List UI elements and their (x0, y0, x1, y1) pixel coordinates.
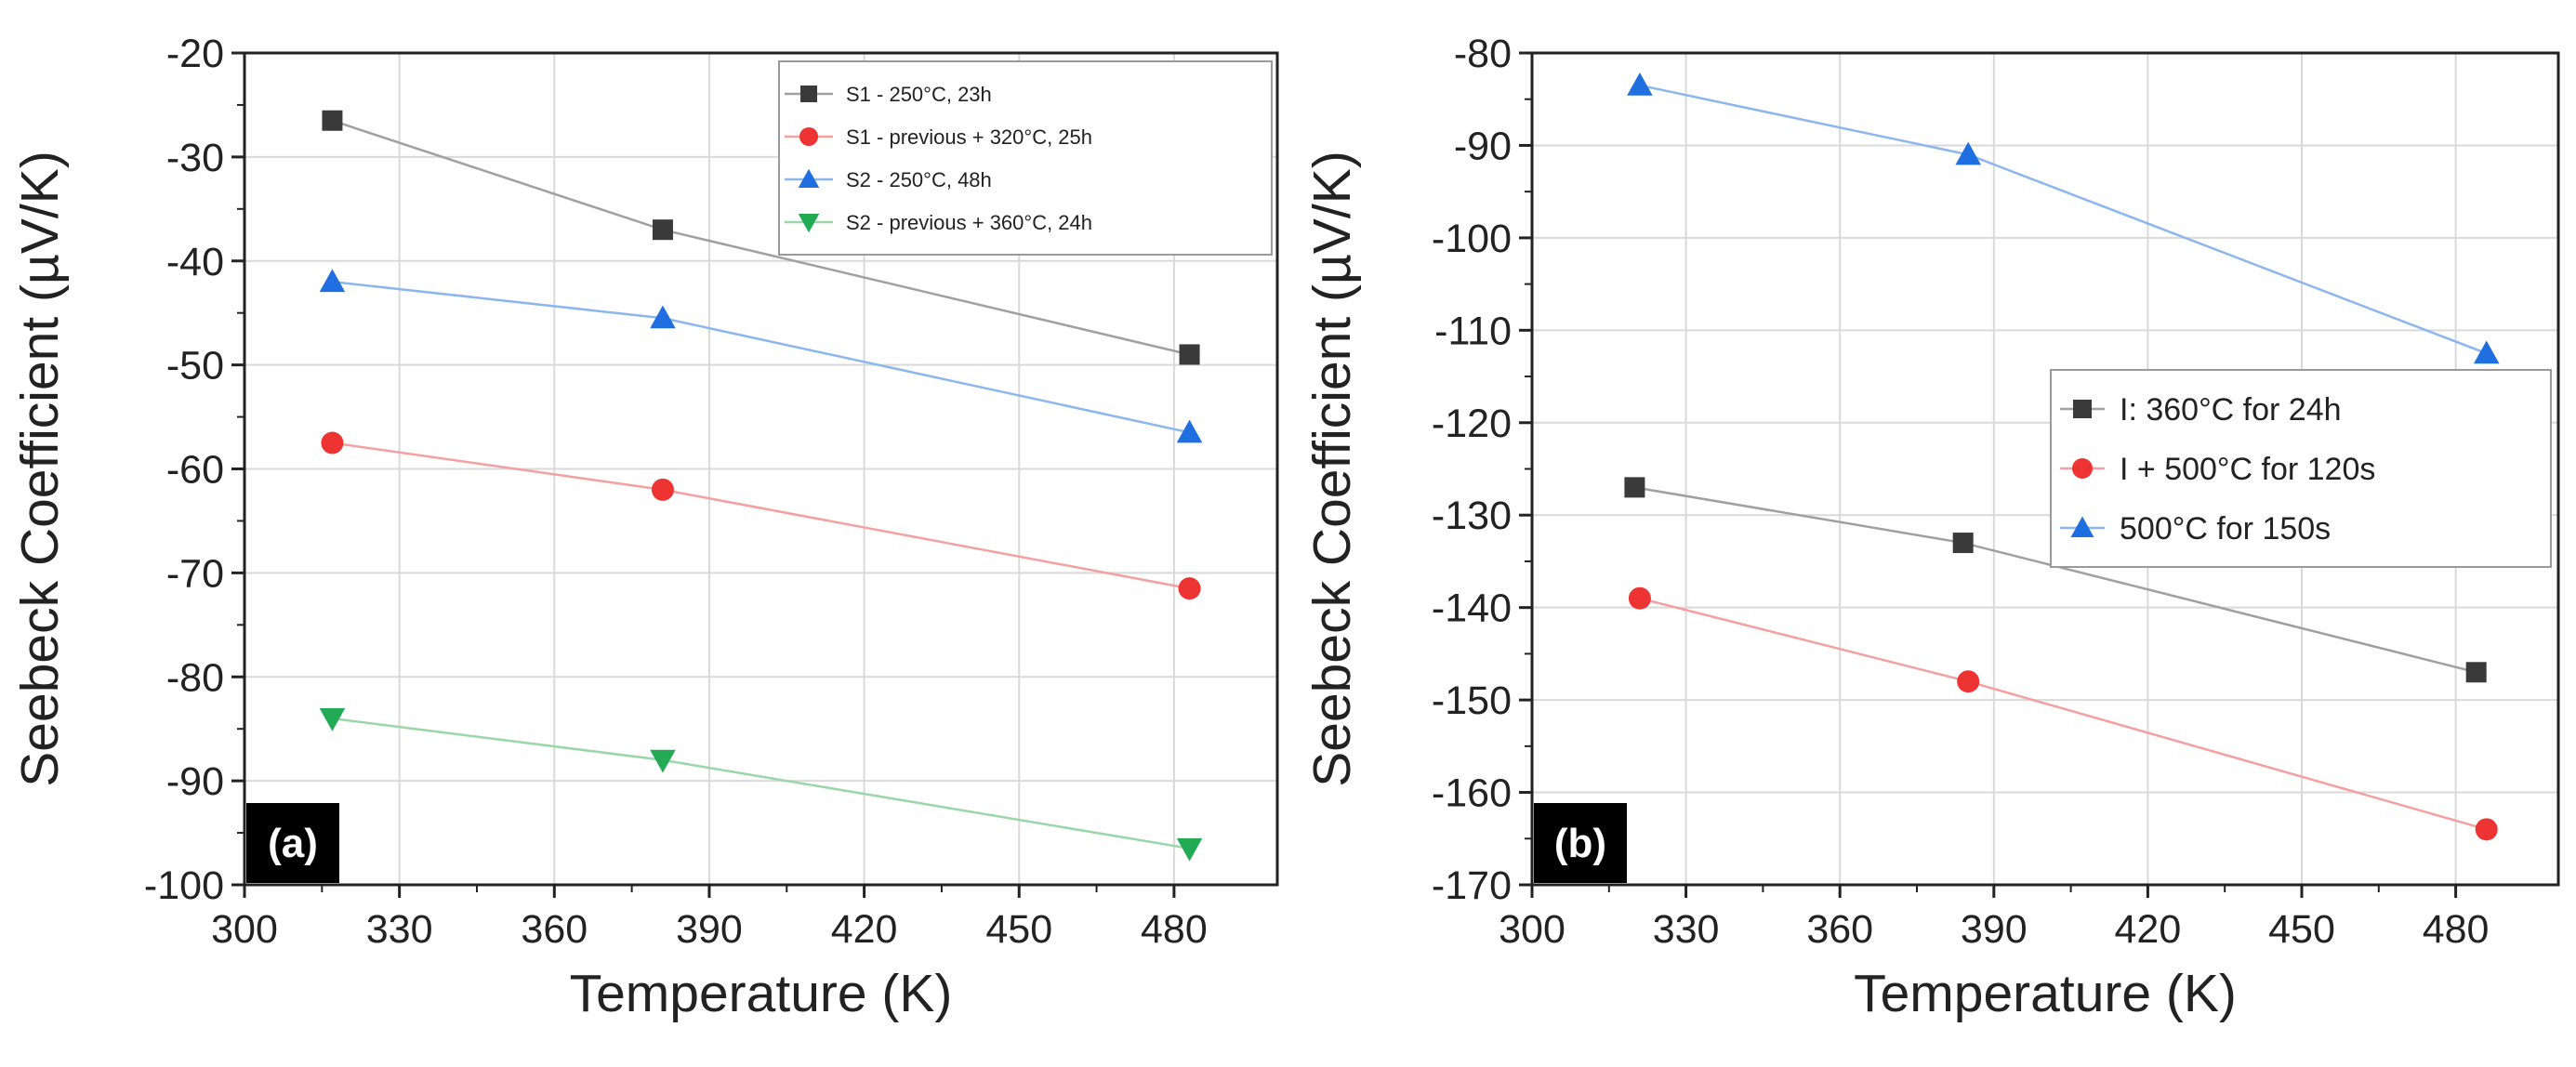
data-point (1176, 419, 1203, 443)
x-tick-label: 300 (1499, 907, 1565, 952)
legend-label: I: 360°C for 24h (2120, 392, 2342, 428)
data-point (1179, 344, 1200, 365)
x-tick-label: 390 (1961, 907, 2028, 952)
legend-marker (798, 168, 820, 188)
x-tick-label: 330 (366, 907, 433, 952)
chart-panel-a: 300 330 360 390 420 450 480 -20 -30 -40 -50 -60 -70 -… (10, 32, 1279, 1023)
series-line-3 (332, 280, 1190, 434)
data-point (1952, 533, 1974, 554)
data-point (651, 478, 674, 501)
y-tick-label: -170 (1432, 863, 1512, 908)
legend-marker (2070, 516, 2094, 537)
y-tick-label: -80 (166, 655, 224, 700)
data-point (319, 708, 346, 731)
y-tick-label: -160 (1432, 771, 1512, 816)
panel-label: (b) (1554, 821, 1606, 866)
legend-box (2050, 369, 2552, 568)
data-point (319, 269, 346, 293)
y-tick-label: -120 (1432, 402, 1512, 446)
series-line-4 (332, 717, 1190, 850)
data-point (321, 431, 344, 454)
panel-label: (a) (268, 821, 318, 866)
y-tick-label: -100 (1432, 217, 1512, 261)
legend: S1 - 250°C, 23h S1 - previous + 320°C, 25… (778, 60, 1273, 256)
data-point (650, 749, 676, 773)
data-point (1627, 72, 1653, 96)
legend: I: 360°C for 24h I + 500°C for 120s 500°C … (2050, 369, 2552, 568)
series-line-2 (1639, 597, 2488, 831)
x-tick-label: 480 (2423, 907, 2490, 952)
y-axis-title: Seebeck Coefficient (µV/K) (1302, 151, 1362, 786)
data-point (1176, 837, 1203, 862)
legend-marker (2073, 400, 2092, 418)
x-tick-label: 480 (1141, 907, 1208, 952)
x-tick-label: 420 (831, 907, 898, 952)
series-line-2 (332, 441, 1190, 590)
y-tick-label: -150 (1432, 678, 1512, 723)
y-tick-label: -90 (166, 759, 224, 804)
data-point (650, 305, 676, 329)
y-tick-label: -40 (166, 240, 224, 284)
x-axis-title: Temperature (K) (1854, 964, 2237, 1023)
data-point (1624, 477, 1645, 498)
x-tick-label: 330 (1653, 907, 1720, 952)
x-tick-label: 360 (521, 907, 588, 952)
y-tick-label: -110 (1434, 309, 1512, 353)
legend-marker (800, 86, 817, 102)
data-point (2475, 818, 2498, 841)
y-tick-label: -130 (1432, 494, 1512, 538)
y-tick-label: -100 (144, 863, 224, 908)
y-tick-label: -60 (166, 448, 224, 493)
legend-label: S2 - 250°C, 48h (846, 168, 992, 191)
data-point (322, 110, 343, 131)
legend-label: S2 - previous + 360°C, 24h (846, 211, 1092, 234)
legend-marker (2072, 458, 2093, 479)
data-point (1955, 141, 1981, 165)
y-tick-label: -140 (1432, 586, 1512, 631)
y-axis-title: Seebeck Coefficient (µV/K) (10, 151, 70, 786)
y-tick-label: -50 (166, 344, 224, 389)
data-point (1628, 586, 1651, 610)
legend-marker (799, 127, 818, 146)
panel-label-box (1534, 803, 1627, 883)
series-line-3 (1639, 84, 2488, 355)
data-point (2465, 662, 2487, 683)
legend-label: 500°C for 150s (2120, 511, 2331, 547)
y-tick-label: -30 (166, 136, 224, 180)
legend-label: S1 - previous + 320°C, 25h (846, 125, 1092, 149)
y-tick-label: -20 (166, 32, 224, 76)
x-tick-label: 300 (211, 907, 278, 952)
y-tick-label: -70 (166, 551, 224, 596)
x-tick-label: 390 (676, 907, 743, 952)
x-tick-label: 360 (1806, 907, 1873, 952)
data-point (1957, 670, 1980, 693)
legend-label: S1 - 250°C, 23h (846, 83, 992, 106)
data-point (2473, 340, 2500, 364)
chart-panel-b: 300 330 360 390 420 450 480 -80 -90 -100 -110 -120 -… (1302, 32, 2560, 1023)
legend-box (778, 60, 1273, 256)
y-tick-label: -90 (1454, 124, 1512, 168)
x-tick-label: 450 (985, 907, 1052, 952)
legend-label: I + 500°C for 120s (2120, 452, 2375, 487)
x-tick-label: 420 (2115, 907, 2182, 952)
legend-marker (798, 214, 820, 233)
x-axis-title: Temperature (K) (570, 964, 953, 1023)
panel-label-box (246, 803, 339, 883)
x-tick-label: 450 (2268, 907, 2335, 952)
y-tick-label: -80 (1454, 32, 1512, 76)
data-point (652, 219, 673, 241)
data-point (1178, 577, 1201, 600)
